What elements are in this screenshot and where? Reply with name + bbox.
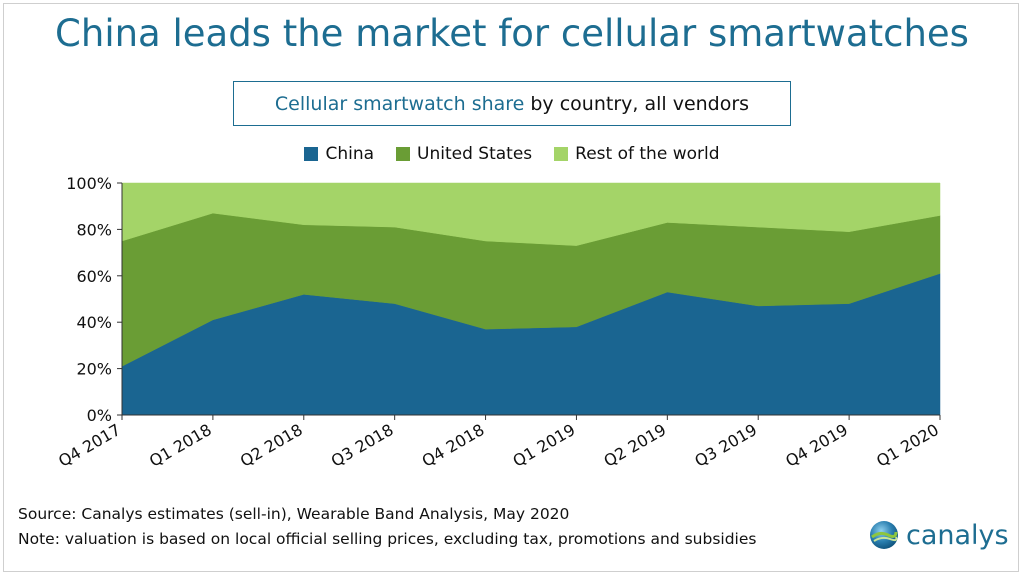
chart-legend: China United States Rest of the world — [0, 144, 1024, 164]
y-tick-label: 80% — [76, 220, 112, 239]
x-tick-label: Q3 2018 — [328, 420, 397, 471]
chart-title: China leads the market for cellular smar… — [55, 12, 969, 55]
globe-logo-icon — [870, 521, 898, 549]
y-tick-label: 40% — [76, 313, 112, 332]
x-tick-label: Q2 2018 — [237, 420, 306, 471]
brand-logo: canalys — [868, 519, 1009, 551]
legend-label: United States — [417, 144, 533, 164]
subtitle-rest: by country, all vendors — [530, 92, 750, 115]
brand-name: canalys — [906, 519, 1009, 551]
x-tick-label: Q2 2019 — [600, 420, 669, 471]
subtitle-highlight: Cellular smartwatch share — [274, 92, 525, 115]
legend-item: China — [304, 144, 374, 164]
legend-label: Rest of the world — [575, 144, 720, 164]
x-tick-label: Q1 2020 — [873, 420, 942, 471]
area-series-rest-of-the-world — [121, 182, 941, 246]
x-tick-label: Q1 2019 — [510, 420, 579, 471]
x-tick-label: Q3 2019 — [691, 420, 760, 471]
valuation-note: Note: valuation is based on local offici… — [18, 530, 757, 548]
x-tick-label: Q4 2017 — [55, 420, 124, 471]
legend-label: China — [325, 144, 375, 164]
x-tick-label: Q4 2018 — [419, 420, 488, 471]
legend-swatch — [304, 147, 319, 161]
y-tick-label: 0% — [87, 406, 112, 425]
source-note: Source: Canalys estimates (sell-in), Wea… — [18, 505, 570, 523]
legend-swatch — [554, 147, 569, 161]
y-tick-label: 20% — [76, 360, 112, 379]
legend-item: United States — [396, 144, 532, 164]
y-tick-label: 100% — [66, 174, 112, 193]
y-tick-label: 60% — [76, 267, 112, 286]
subtitle-box: Cellular smartwatch share by country, al… — [233, 81, 791, 126]
legend-swatch — [396, 147, 411, 161]
legend-item: Rest of the world — [554, 144, 720, 164]
x-tick-label: Q1 2018 — [146, 420, 215, 471]
x-tick-label: Q4 2019 — [782, 420, 851, 471]
